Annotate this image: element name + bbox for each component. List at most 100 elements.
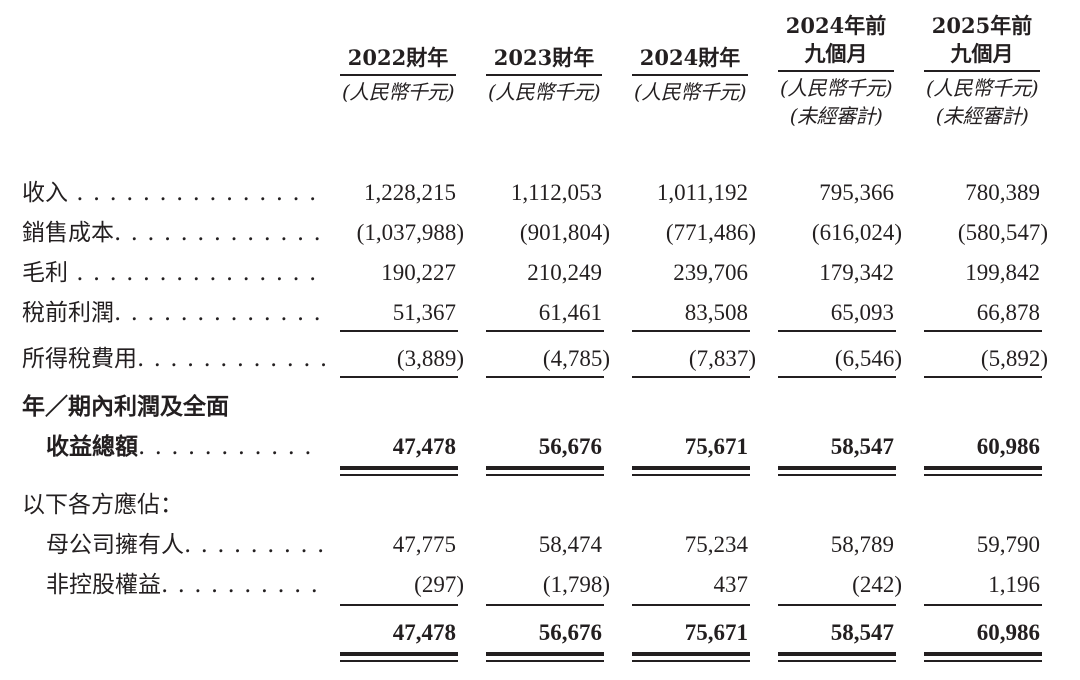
total-double-rule	[924, 660, 1042, 662]
total-double-rule	[778, 474, 896, 476]
row-label: 母公司擁有人. . . . . . . . .	[46, 532, 326, 558]
subtotal-rule	[340, 604, 458, 606]
subtotal-rule	[340, 330, 458, 332]
cell-value: 1,228,215	[364, 180, 456, 205]
cell-value: 210,249	[527, 260, 602, 285]
total-double-rule	[632, 660, 750, 662]
total-double-rule	[778, 652, 896, 656]
subtotal-rule	[632, 376, 750, 378]
row-profit-before-tax: 稅前利潤. . . . . . . . . . . . . 51,367 61,…	[0, 294, 1080, 332]
total-double-rule	[486, 466, 604, 470]
cell-value: (580,547)	[957, 220, 1048, 245]
cell-value: 58,789	[830, 532, 894, 557]
column-note: (未經審計)	[935, 104, 1029, 128]
row-label: 收入 . . . . . . . . . . . . . . .	[22, 180, 318, 206]
cell-value: (771,486)	[665, 220, 756, 245]
total-double-rule	[340, 652, 458, 656]
cell-value: 239,706	[673, 260, 748, 285]
column-year: 2022財年	[347, 45, 449, 70]
cell-value: (1,037,988)	[356, 220, 464, 245]
column-header-9m2024: 2024年前 九個月 (人民幣千元) (未經審計)	[778, 0, 894, 130]
cell-value: 65,093	[830, 300, 894, 325]
row-non-controlling-interests: 非控股權益. . . . . . . . . . (297) (1,798) 4…	[0, 566, 1080, 604]
cell-value: (297)	[414, 572, 464, 597]
header-underline	[632, 74, 748, 76]
cell-value: 56,676	[538, 620, 602, 645]
cell-value: 795,366	[819, 180, 894, 205]
cell-value: 179,342	[819, 260, 894, 285]
cell-value: (1,798)	[542, 572, 610, 597]
row-label: 年／期內利潤及全面	[22, 393, 229, 420]
subtotal-rule	[924, 376, 1042, 378]
row-attributable-heading: 以下各方應佔：	[0, 486, 1080, 524]
subtotal-rule	[778, 604, 896, 606]
column-subtitle: 九個月	[950, 41, 1014, 66]
total-double-rule	[778, 466, 896, 470]
row-total-comprehensive-heading: 年／期內利潤及全面	[0, 388, 1080, 426]
row-label: 以下各方應佔：	[22, 492, 183, 518]
cell-value: 1,112,053	[510, 180, 602, 205]
cell-value: (242)	[852, 572, 902, 597]
cell-value: 780,389	[965, 180, 1040, 205]
subtotal-rule	[632, 330, 750, 332]
total-double-rule	[632, 652, 750, 656]
cell-value: 437	[713, 572, 749, 597]
header-underline	[924, 70, 1040, 72]
column-unit: (人民幣千元)	[341, 80, 455, 104]
cell-value: (7,837)	[688, 346, 756, 371]
column-year: 2025年前	[931, 13, 1033, 38]
cell-value: 47,478	[392, 434, 456, 459]
total-double-rule	[486, 660, 604, 662]
column-header-9m2025: 2025年前 九個月 (人民幣千元) (未經審計)	[924, 0, 1040, 130]
cell-value: 83,508	[684, 300, 748, 325]
cell-value: 190,227	[381, 260, 456, 285]
header-underline	[778, 70, 894, 72]
subtotal-rule	[486, 604, 604, 606]
total-double-rule	[486, 474, 604, 476]
total-double-rule	[632, 466, 750, 470]
cell-value: (6,546)	[834, 346, 902, 371]
cell-value: (4,785)	[542, 346, 610, 371]
column-header-fy2022: 2022財年 (人民幣千元)	[340, 0, 456, 106]
cell-value: 199,842	[965, 260, 1040, 285]
row-label: 非控股權益. . . . . . . . . .	[46, 572, 319, 598]
column-note: (未經審計)	[789, 104, 883, 128]
column-year: 2024財年	[639, 45, 741, 70]
total-double-rule	[924, 652, 1042, 656]
cell-value: (5,892)	[980, 346, 1048, 371]
row-attributable-total: 47,478 56,676 75,671 58,547 60,986	[0, 614, 1080, 652]
total-double-rule	[924, 474, 1042, 476]
column-unit: (人民幣千元)	[633, 80, 747, 104]
subtotal-rule	[924, 604, 1042, 606]
cell-value: 75,671	[684, 620, 748, 645]
cell-value: 47,775	[392, 532, 456, 557]
header-underline	[486, 74, 602, 76]
total-double-rule	[486, 652, 604, 656]
row-revenue: 收入 . . . . . . . . . . . . . . . 1,228,2…	[0, 174, 1080, 212]
row-label: 收益總額. . . . . . . . . . .	[46, 433, 313, 460]
cell-value: (616,024)	[811, 220, 902, 245]
column-unit: (人民幣千元)	[779, 76, 893, 100]
column-unit: (人民幣千元)	[925, 76, 1039, 100]
cell-value: 61,461	[538, 300, 602, 325]
cell-value: 59,790	[976, 532, 1040, 557]
column-year: 2024年前	[785, 13, 887, 38]
cell-value: 56,676	[538, 434, 602, 459]
row-total-comprehensive-income: 收益總額. . . . . . . . . . . 47,478 56,676 …	[0, 428, 1080, 466]
cell-value: 51,367	[392, 300, 456, 325]
cell-value: 66,878	[976, 300, 1040, 325]
subtotal-rule	[778, 330, 896, 332]
column-header-fy2023: 2023財年 (人民幣千元)	[486, 0, 602, 106]
subtotal-rule	[632, 604, 750, 606]
cell-value: 75,234	[684, 532, 748, 557]
row-label: 毛利 . . . . . . . . . . . . . . .	[22, 260, 318, 286]
cell-value: (3,889)	[396, 346, 464, 371]
subtotal-rule	[778, 376, 896, 378]
cell-value: 58,547	[830, 434, 894, 459]
cell-value: 75,671	[684, 434, 748, 459]
subtotal-rule	[340, 376, 458, 378]
header-underline	[340, 74, 456, 76]
row-owners-of-parent: 母公司擁有人. . . . . . . . . 47,775 58,474 75…	[0, 526, 1080, 564]
cell-value: 58,474	[538, 532, 602, 557]
row-label: 銷售成本. . . . . . . . . . . . .	[22, 220, 322, 246]
